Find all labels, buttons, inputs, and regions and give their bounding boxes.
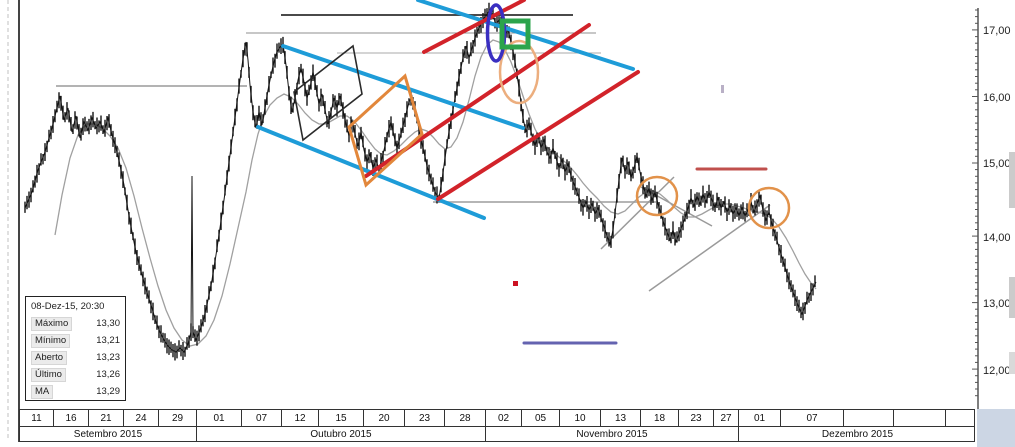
green-square [499,18,531,50]
tooltip-row: Aberto 13,23 [31,349,120,366]
small-gray-marker [721,85,724,93]
x-axis-day-cell: 21 [89,410,124,426]
x-axis-day-cell: 01 [739,410,781,426]
y-axis-label: 15,00 [983,158,1011,170]
black-channel-box [293,44,363,142]
x-axis-day-cell [844,410,894,426]
x-axis-day-cell: 07 [242,410,282,426]
tooltip-row: Máximo 13,30 [31,315,120,332]
tooltip-row-label: Mínimo [31,333,71,348]
x-axis-day-cell: 28 [445,410,486,426]
x-axis-month-cell: Dezembro 2015 [821,429,894,440]
quote-info-box[interactable]: 08-Dez-15, 20:30 Máximo 13,30 Mínimo 13,21 A… [25,296,126,401]
x-axis-day-cell: 02 [486,410,522,426]
y-axis-label: 16,00 [983,92,1011,104]
tooltip-row-label: MA [31,384,54,399]
tooltip-row: Último 13,26 [31,366,120,383]
x-axis-day-cell [894,410,946,426]
gray-trend-up-2 [648,204,771,292]
x-axis-day-cell: 27 [714,410,739,426]
x-axis-day-cell: 18 [641,410,679,426]
x-axis-day-cell: 16 [54,410,89,426]
x-axis-day-cell: 20 [364,410,405,426]
orange-circle-left [635,175,679,217]
x-axis-month-cell: Outubro 2015 [197,427,486,441]
tooltip-row-label: Último [31,367,66,382]
x-axis-day-cell: 23 [679,410,714,426]
y-axis-label: 13,00 [983,298,1011,310]
x-axis-day-cell: 29 [159,410,197,426]
window-edge-strip-1 [1009,152,1015,208]
x-axis-month-row: Setembro 2015 Outubro 2015 Novembro 2015 De… [19,426,975,442]
y-axis-label: 14,00 [983,232,1011,244]
x-axis-day-cell: 01 [197,410,242,426]
x-axis-day-cell: 07 [781,410,844,426]
x-axis-day-cell: 12 [282,410,319,426]
x-axis-day-cell: 11 [20,410,54,426]
red-dot-marker [513,281,518,286]
window-edge-strip-2 [1009,277,1015,318]
tooltip-row: MA 13,29 [31,383,120,400]
x-axis-day-cell: 05 [522,410,560,426]
window-corner-block [977,409,1015,447]
x-axis-month-cell: Novembro 2015 [486,427,739,441]
moving-average-line [54,39,817,347]
y-axis-label: 17,00 [983,25,1011,37]
y-axis-backing [978,0,1009,447]
tooltip-row-value: 13,29 [96,386,120,397]
window-edge-strip-3 [1009,352,1015,374]
tooltip-row-value: 13,21 [96,335,120,346]
trendline-cyan-middle [281,44,525,130]
tooltip-row-label: Máximo [31,316,73,331]
x-axis-day-cell: 13 [601,410,641,426]
candlesticks [24,2,816,361]
x-axis-day-cell: 23 [405,410,445,426]
trendline-red-top [422,0,526,54]
x-axis-day-cell: 10 [560,410,601,426]
orange-circle-right [747,186,791,230]
y-axis-label: 12,00 [983,365,1011,377]
tooltip-row-value: 13,30 [96,318,120,329]
x-axis-day-cell: 15 [319,410,364,426]
tooltip-row: Mínimo 13,21 [31,332,120,349]
trendline-red-lower [436,70,640,201]
tooltip-row-value: 13,23 [96,352,120,363]
tooltip-row-label: Aberto [31,350,67,365]
x-axis-day-cell [946,410,976,426]
price-line [24,9,817,353]
x-axis-day-cell: 24 [124,410,159,426]
x-axis-day-row: 11 16 21 24 29 01 07 12 15 20 23 28 02 05 10 13 18 23 27 01… [19,409,975,427]
orange-channel-box [347,73,424,188]
x-axis-month-cell: Setembro 2015 [20,427,197,441]
orange-ellipse-head [498,39,540,105]
tooltip-row-value: 13,26 [96,369,120,380]
quote-datetime: 08-Dez-15, 20:30 [31,301,105,312]
